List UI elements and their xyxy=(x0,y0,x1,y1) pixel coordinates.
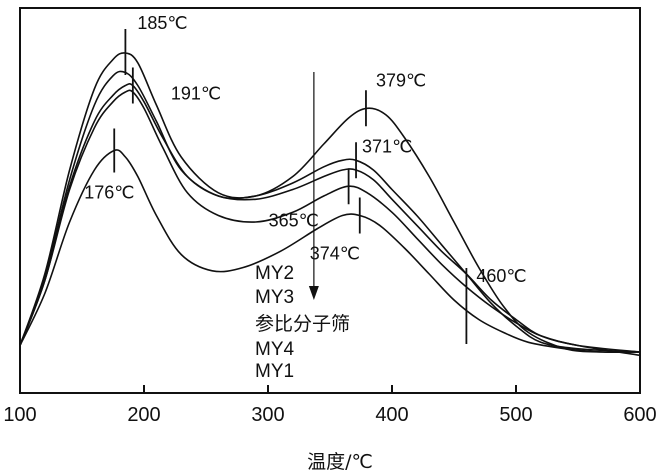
x-axis-ticks: 100 200 300 400 500 600 xyxy=(3,385,657,426)
x-tick-label: 100 xyxy=(3,404,36,426)
plot-border xyxy=(19,7,641,394)
peak-label: 365℃ xyxy=(269,210,319,230)
peak-label: 379℃ xyxy=(376,70,426,90)
series-lines xyxy=(19,52,641,357)
x-tick-label: 500 xyxy=(499,404,532,426)
series-line-3 xyxy=(19,83,641,357)
series-label-3: 参比分子筛 xyxy=(255,313,350,335)
x-tick-label: 600 xyxy=(623,404,656,426)
series-line-4 xyxy=(19,89,641,353)
peak-label: 191℃ xyxy=(171,84,221,104)
series-label-5: MY1 xyxy=(255,361,294,382)
series-line-2 xyxy=(19,70,641,353)
x-tick-label: 300 xyxy=(251,404,284,426)
x-axis-title: 温度/℃ xyxy=(307,451,373,471)
series-label-4: MY4 xyxy=(255,339,295,360)
peak-label: 374℃ xyxy=(310,244,360,264)
series-line-1 xyxy=(19,52,641,354)
peak-markers: 185℃ 191℃ 176℃ 379℃ 371℃ 365℃ 374℃ 460℃ xyxy=(84,13,527,344)
peak-label: 176℃ xyxy=(84,183,134,203)
arrow-head xyxy=(308,286,319,300)
peak-label: 460℃ xyxy=(476,266,526,286)
peak-label: 185℃ xyxy=(137,13,187,33)
arrow-layer xyxy=(308,72,319,300)
peak-label: 371℃ xyxy=(362,136,412,156)
series-label-1: MY2 xyxy=(255,263,294,284)
series-label-2: MY3 xyxy=(255,287,294,308)
plot-frame xyxy=(19,7,641,394)
x-tick-label: 400 xyxy=(375,404,408,426)
x-tick-label: 200 xyxy=(127,404,160,426)
